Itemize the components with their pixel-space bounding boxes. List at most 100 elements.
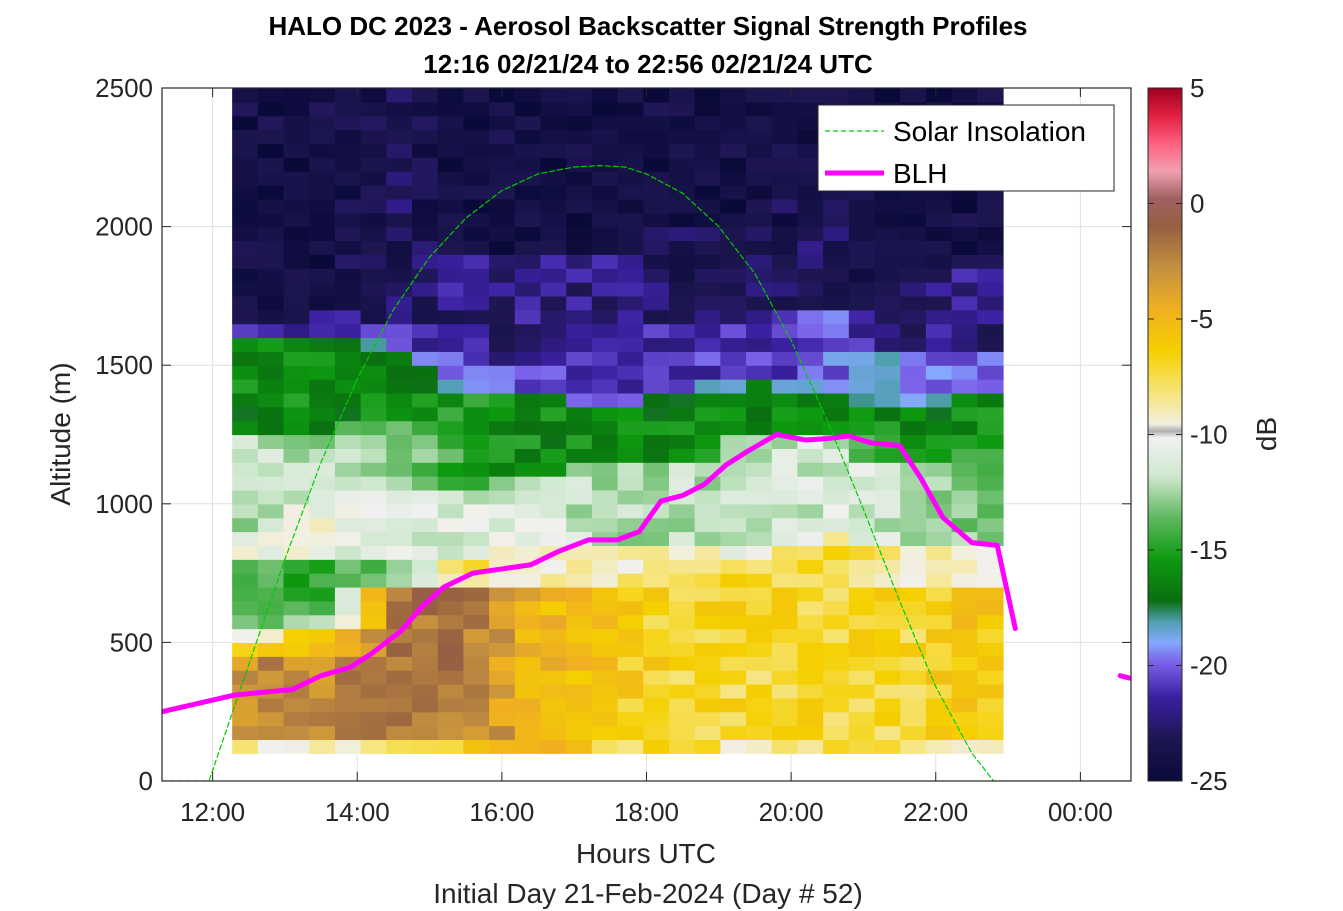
heatmap-cell [309, 545, 336, 560]
heatmap-cell [309, 282, 336, 297]
heatmap-cell [925, 614, 953, 630]
heatmap-cell [848, 628, 876, 643]
heatmap-cell [900, 434, 927, 449]
heatmap-cell [694, 683, 721, 699]
heatmap-cell [643, 129, 670, 145]
heatmap-cell [900, 198, 927, 214]
heatmap-cell [514, 143, 542, 158]
heatmap-cell [232, 711, 259, 727]
heatmap-cell [283, 240, 310, 255]
heatmap-cell [540, 586, 567, 602]
heatmap-cell [514, 254, 542, 269]
heatmap-cell [823, 725, 850, 741]
heatmap-cell [412, 198, 439, 214]
heatmap-cell [874, 295, 901, 311]
heatmap-cell [283, 212, 310, 228]
heatmap-cell [848, 198, 876, 214]
heatmap-cell [360, 517, 387, 533]
heatmap-cell [694, 129, 721, 145]
heatmap-cell [540, 226, 567, 242]
heatmap-cell [386, 503, 413, 519]
heatmap-cell [823, 406, 850, 422]
heatmap-cell [925, 711, 953, 727]
heatmap-cell [874, 586, 901, 602]
heatmap-cell [951, 240, 978, 255]
heatmap-cell [309, 88, 336, 103]
heatmap-cell [463, 420, 490, 436]
heatmap-cell [951, 628, 978, 643]
heatmap-cell [951, 295, 978, 311]
heatmap-cell [694, 226, 721, 242]
heatmap-cell [823, 628, 850, 643]
heatmap-cell [771, 628, 799, 643]
heatmap-cell [232, 129, 259, 145]
heatmap-cell [257, 309, 285, 325]
heatmap-cell [874, 739, 901, 754]
heatmap-cell [334, 254, 362, 269]
heatmap-cell [720, 157, 747, 172]
heatmap-cell [720, 725, 747, 741]
heatmap-cell [514, 420, 542, 436]
heatmap-cell [617, 157, 644, 172]
heatmap-cell [771, 406, 799, 422]
heatmap-cell [309, 725, 336, 741]
heatmap-cell [463, 462, 490, 477]
heatmap-cell [900, 711, 927, 727]
heatmap-cell [746, 143, 773, 158]
heatmap-cell [386, 282, 413, 297]
heatmap-cell [334, 309, 362, 325]
heatmap-cell [386, 185, 413, 200]
heatmap-cell [874, 683, 901, 699]
heatmap-cell [643, 171, 670, 186]
heatmap-cell [900, 628, 927, 643]
heatmap-cell [591, 683, 619, 699]
heatmap-cell [874, 337, 901, 352]
heatmap-cell [874, 559, 901, 574]
heatmap-cell [257, 559, 285, 574]
heatmap-cell [257, 171, 285, 186]
heatmap-cell [643, 545, 670, 560]
heatmap-cell [771, 448, 799, 463]
heatmap-cell [386, 448, 413, 463]
heatmap-cell [848, 586, 876, 602]
heatmap-cell [848, 254, 876, 269]
heatmap-cell [977, 489, 1004, 505]
heatmap-cell [925, 656, 953, 671]
heatmap-cell [951, 642, 978, 657]
heatmap-cell [591, 434, 619, 449]
heatmap-cell [720, 129, 747, 145]
heatmap-cell [463, 392, 490, 408]
heatmap-cell [951, 656, 978, 671]
heatmap-cell [437, 462, 465, 477]
heatmap-cell [540, 711, 567, 727]
heatmap-cell [900, 614, 927, 630]
heatmap-cell [566, 185, 593, 200]
heatmap-cell [257, 392, 285, 408]
heatmap-cell [566, 628, 593, 643]
heatmap-cell [668, 545, 696, 560]
heatmap-cell [540, 559, 567, 574]
heatmap-cell [463, 614, 490, 630]
heatmap-cell [334, 545, 362, 560]
heatmap-cell [540, 185, 567, 200]
heatmap-cell [823, 323, 850, 339]
heatmap-cell [514, 670, 542, 685]
heatmap-cell [463, 268, 490, 283]
heatmap-cell [643, 268, 670, 283]
heatmap-cell [283, 573, 310, 588]
heatmap-cell [848, 725, 876, 741]
heatmap-cell [951, 337, 978, 352]
heatmap-cell [489, 240, 516, 255]
heatmap-cell [823, 489, 850, 505]
heatmap-cell [386, 517, 413, 533]
heatmap-cell [668, 434, 696, 449]
heatmap-cell [951, 586, 978, 602]
heatmap-cell [668, 476, 696, 491]
y-axis: 0 500 1000 1500 2000 2500 [95, 73, 1131, 796]
heatmap-cell [412, 101, 439, 117]
heatmap-cell [360, 545, 387, 560]
heatmap-cell [925, 406, 953, 422]
heatmap-cell [386, 351, 413, 366]
heatmap-cell [540, 489, 567, 505]
heatmap-cell [309, 212, 336, 228]
